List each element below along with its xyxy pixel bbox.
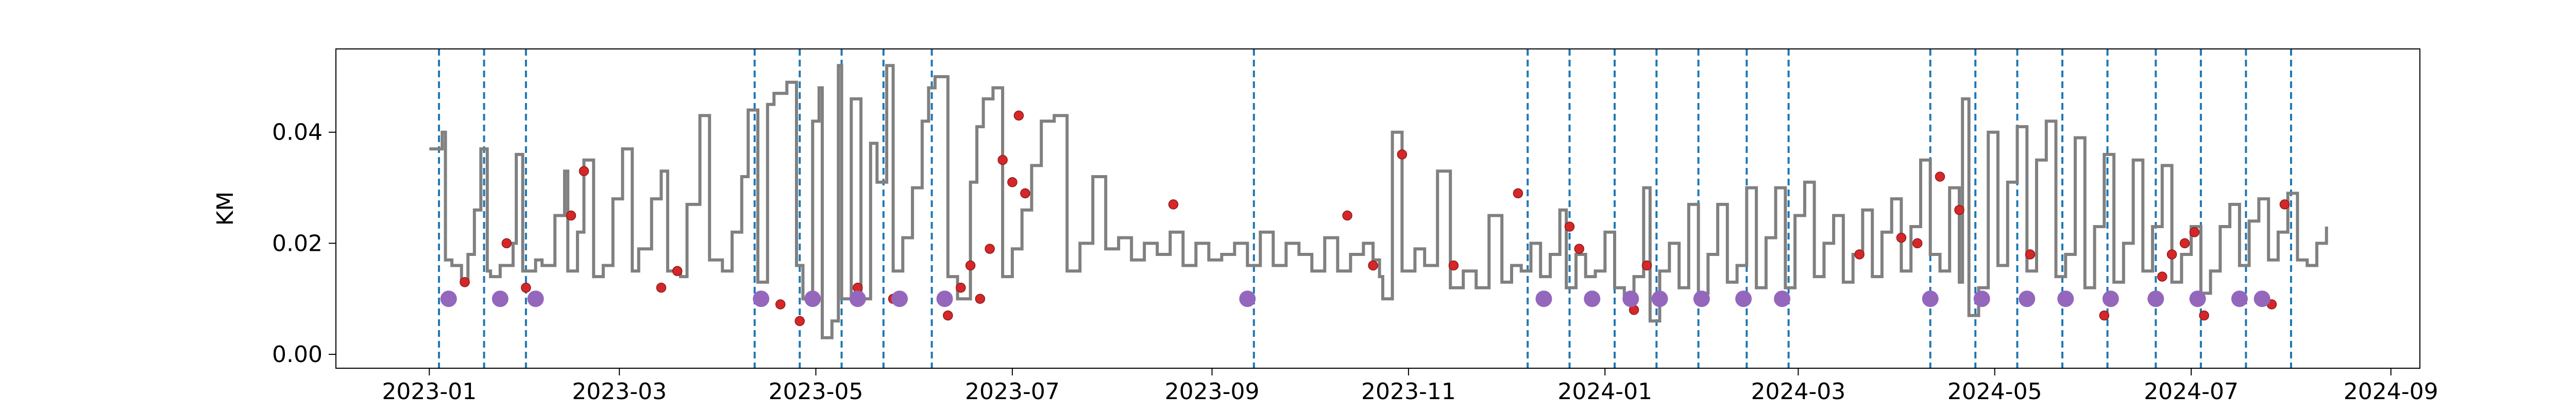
red-point-7 (775, 299, 786, 310)
purple-point-21 (2147, 290, 2164, 307)
red-point-21 (1342, 210, 1352, 221)
red-point-40 (2179, 238, 2190, 249)
red-point-36 (2099, 310, 2110, 321)
x-tick-label-10: 2024-09 (2344, 379, 2438, 405)
red-point-31 (1896, 232, 1907, 243)
plot-frame (335, 48, 2420, 369)
red-point-13 (965, 260, 976, 271)
purple-point-1 (492, 290, 509, 307)
red-point-3 (566, 210, 577, 221)
y-axis-label: KM (212, 192, 239, 226)
red-point-0 (460, 277, 470, 287)
purple-point-13 (1693, 290, 1710, 307)
x-tick-label-0: 2023-01 (382, 379, 477, 405)
series-line (429, 64, 2328, 339)
red-point-30 (1854, 249, 1865, 260)
red-point-11 (943, 310, 953, 321)
red-point-26 (1564, 221, 1575, 232)
red-point-18 (1013, 110, 1024, 121)
purple-point-3 (753, 290, 770, 307)
red-point-29 (1641, 260, 1652, 271)
x-tick-label-7: 2024-03 (1751, 379, 1845, 405)
y-tick-label-2: 0.04 (272, 119, 323, 146)
x-tick-label-4: 2023-09 (1165, 379, 1260, 405)
purple-point-19 (2057, 290, 2074, 307)
red-point-42 (2199, 310, 2209, 321)
red-point-25 (1513, 188, 1523, 199)
red-point-8 (794, 316, 805, 327)
x-tick-label-8: 2024-05 (1947, 379, 2042, 405)
purple-point-10 (1584, 290, 1601, 307)
red-point-22 (1368, 260, 1378, 271)
red-point-1 (501, 238, 512, 249)
purple-point-22 (2189, 290, 2206, 307)
x-tick-label-3: 2023-07 (965, 379, 1060, 405)
red-point-12 (956, 282, 966, 293)
red-point-5 (656, 282, 667, 293)
purple-point-5 (849, 290, 866, 307)
purple-point-20 (2102, 290, 2119, 307)
purple-point-6 (891, 290, 908, 307)
purple-point-2 (527, 290, 544, 307)
x-tick-label-9: 2024-07 (2144, 379, 2239, 405)
red-point-44 (2279, 199, 2290, 210)
purple-point-4 (804, 290, 821, 307)
purple-point-8 (1239, 290, 1256, 307)
x-tick-label-1: 2023-03 (572, 379, 667, 405)
red-point-33 (1935, 171, 1945, 182)
red-point-4 (579, 166, 589, 176)
red-point-2 (521, 282, 531, 293)
purple-point-23 (2231, 290, 2248, 307)
red-point-14 (975, 294, 986, 304)
purple-point-16 (1922, 290, 1939, 307)
purple-point-0 (440, 290, 457, 307)
purple-point-18 (2019, 290, 2036, 307)
red-point-32 (1912, 238, 1923, 249)
red-point-39 (2166, 249, 2177, 260)
red-point-19 (1020, 188, 1030, 199)
purple-point-12 (1651, 290, 1668, 307)
axes-layer: 2023-01 2023-03 2023-05 2023-07 2023-09 2023-… (272, 119, 2438, 405)
x-tick-label-2: 2023-05 (769, 379, 863, 405)
red-point-34 (1954, 204, 1964, 215)
purple-point-9 (1535, 290, 1552, 307)
red-point-38 (2157, 271, 2167, 282)
x-tick-label-6: 2024-01 (1557, 379, 1652, 405)
purple-point-7 (936, 290, 953, 307)
red-point-16 (997, 154, 1008, 165)
y-tick-label-0: 0.00 (272, 341, 323, 368)
purple-point-15 (1774, 290, 1791, 307)
red-point-15 (985, 244, 995, 254)
red-point-6 (672, 266, 683, 277)
red-point-27 (1574, 244, 1584, 254)
purple-point-14 (1735, 290, 1752, 307)
purple-point-24 (2253, 290, 2270, 307)
red-point-17 (1007, 177, 1018, 187)
plot-layer (429, 49, 2328, 368)
y-tick-label-1: 0.02 (272, 230, 323, 256)
purple-point-11 (1622, 290, 1639, 307)
purple-point-17 (1973, 290, 1990, 307)
red-point-23 (1397, 149, 1408, 160)
red-point-41 (2189, 227, 2200, 237)
red-point-24 (1448, 260, 1459, 271)
x-tick-label-5: 2023-11 (1361, 379, 1456, 405)
red-point-35 (2025, 249, 2036, 260)
red-point-20 (1168, 199, 1179, 210)
